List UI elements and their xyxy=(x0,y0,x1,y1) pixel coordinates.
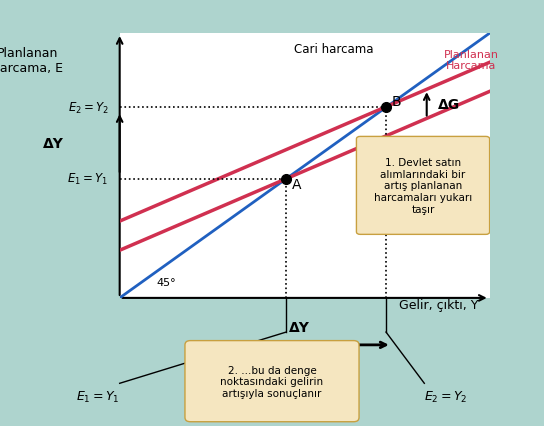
Text: Planlanan
harcama, E: Planlanan harcama, E xyxy=(0,47,63,75)
FancyBboxPatch shape xyxy=(185,341,359,422)
Text: $E_2 = Y_2$: $E_2 = Y_2$ xyxy=(424,389,468,404)
Text: $E_2 = Y_2$: $E_2 = Y_2$ xyxy=(67,101,109,115)
Text: ΔY: ΔY xyxy=(42,137,64,151)
Text: A: A xyxy=(292,178,301,192)
FancyBboxPatch shape xyxy=(356,137,490,235)
Text: 1. Devlet satın
alımlarındaki bir
artış planlanan
harcamaları yukarı
taşır: 1. Devlet satın alımlarındaki bir artış … xyxy=(374,158,472,214)
Text: Cari harcama: Cari harcama xyxy=(294,43,374,55)
Text: $E_1 = Y_1$: $E_1 = Y_1$ xyxy=(67,172,109,187)
Text: Planlanan
Harcama: Planlanan Harcama xyxy=(443,50,499,71)
Text: ΔG: ΔG xyxy=(438,98,460,112)
Text: Gelir, çıktı, Y: Gelir, çıktı, Y xyxy=(399,298,479,311)
Text: 2. ...bu da denge
noktasındaki gelirin
artışıyla sonuçlanır: 2. ...bu da denge noktasındaki gelirin a… xyxy=(220,365,324,398)
Text: $E_1 = Y_1$: $E_1 = Y_1$ xyxy=(76,389,120,404)
Text: ΔY: ΔY xyxy=(289,320,310,334)
Text: B: B xyxy=(392,95,401,108)
Text: 45°: 45° xyxy=(157,277,176,287)
